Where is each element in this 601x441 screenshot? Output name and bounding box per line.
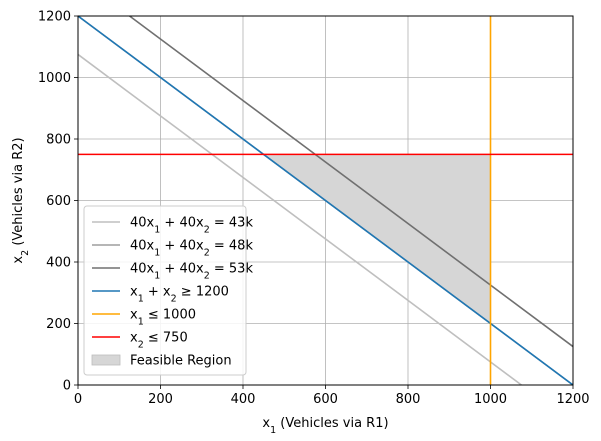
y-tick-label: 400 (46, 256, 71, 271)
x-tick-label: 400 (231, 392, 256, 407)
legend-label: 40x1 + 40x2 = 48k (130, 239, 253, 259)
x-tick-label: 1200 (556, 392, 589, 407)
x-tick-label: 0 (74, 392, 82, 407)
legend-label: x1 ≤ 1000 (130, 308, 196, 328)
y-axis-label: x2 (Vehicles via R2) (11, 137, 31, 263)
isoline-43000 (77, 53, 522, 386)
x-tick-label: 200 (148, 392, 173, 407)
legend-label: x1 + x2 ≥ 1200 (130, 285, 229, 305)
series-lines (77, 15, 574, 386)
x-axis-label: x1 (Vehicles via R1) (262, 416, 388, 436)
legend-label: 40x1 + 40x2 = 43k (130, 216, 253, 236)
legend-region-swatch (91, 354, 121, 366)
axis-ticks: 0 200 400 600 800 1000 1200 0 200 400 600 800 1000 12… (38, 10, 590, 408)
y-tick-label: 800 (46, 133, 71, 148)
y-tick-label: 1000 (38, 71, 71, 86)
legend-label: x2 ≤ 750 (130, 331, 188, 351)
x-tick-label: 1000 (474, 392, 507, 407)
legend-label: 40x1 + 40x2 = 53k (130, 262, 253, 282)
legend: 40x1 + 40x2 = 43k 40x1 + 40x2 = 48k 40x1 +… (83, 205, 253, 376)
legend-label: Feasible Region (130, 354, 232, 369)
legend-box (83, 205, 247, 376)
y-tick-label: 1200 (38, 10, 71, 25)
y-tick-label: 200 (46, 317, 71, 332)
y-tick-label: 600 (46, 194, 71, 209)
x-tick-label: 600 (313, 392, 338, 407)
y-tick-label: 0 (63, 379, 71, 394)
isoline-53000 (129, 15, 574, 348)
x-tick-label: 800 (396, 392, 421, 407)
